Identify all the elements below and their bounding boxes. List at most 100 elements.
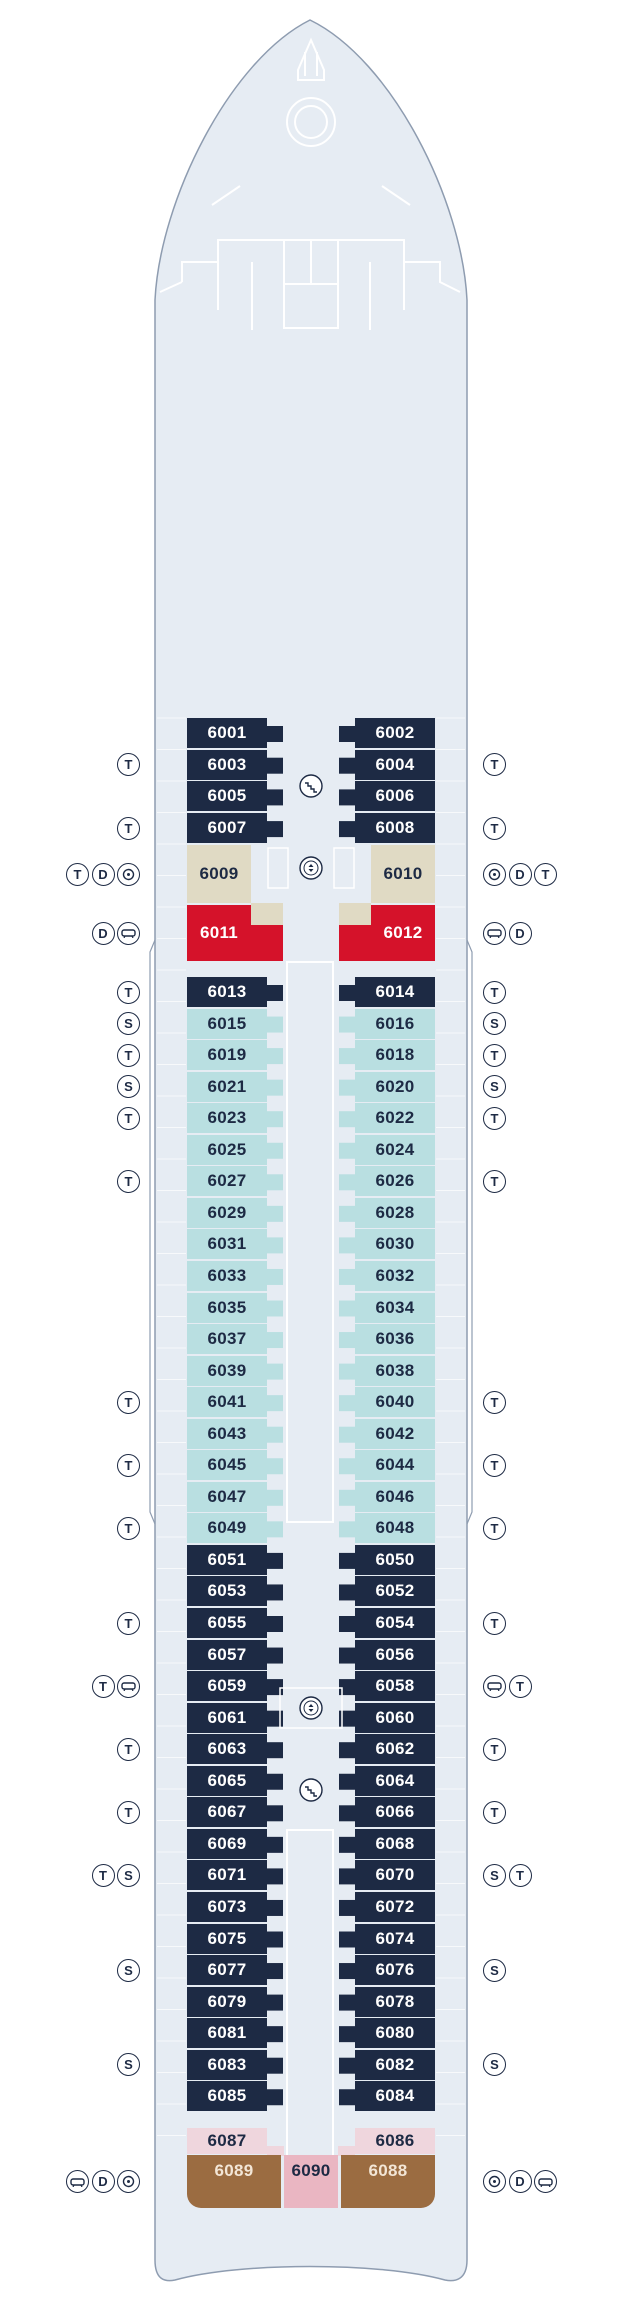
cabin-6039[interactable]: 6039: [187, 1355, 267, 1386]
cabin-6027[interactable]: 6027: [187, 1166, 267, 1197]
cabin-6026[interactable]: 6026: [355, 1166, 435, 1197]
cabin-6024[interactable]: 6024: [355, 1134, 435, 1165]
cabin-6006[interactable]: 6006: [355, 781, 435, 812]
hull-shoulder-right: [466, 939, 473, 1525]
cabin-6046[interactable]: 6046: [355, 1481, 435, 1512]
cabin-6078[interactable]: 6078: [355, 1986, 435, 2017]
cabin-6058[interactable]: 6058: [355, 1671, 435, 1702]
cabin-number: 6044: [375, 1455, 415, 1475]
cabin-6055[interactable]: 6055: [187, 1608, 267, 1638]
cabin-6008[interactable]: 6008: [355, 813, 435, 844]
cabin-6089[interactable]: 6089: [187, 2155, 281, 2208]
cabin-6090[interactable]: 6090: [284, 2155, 338, 2208]
cabin-6062[interactable]: 6062: [355, 1734, 435, 1765]
cabin-6086[interactable]: 6086: [355, 2128, 435, 2154]
symbol-d: D: [508, 2170, 532, 2193]
cabin-6051[interactable]: 6051: [187, 1544, 267, 1575]
cabin-6047[interactable]: 6047: [187, 1481, 267, 1512]
cabin-6045[interactable]: 6045: [187, 1450, 267, 1481]
cabin-6019[interactable]: 6019: [187, 1040, 267, 1071]
cabin-6056[interactable]: 6056: [355, 1639, 435, 1670]
cabin-6065[interactable]: 6065: [187, 1765, 267, 1796]
cabin-6036[interactable]: 6036: [355, 1324, 435, 1355]
cabin-6022[interactable]: 6022: [355, 1103, 435, 1134]
cabin-6068[interactable]: 6068: [355, 1828, 435, 1859]
cabin-6013[interactable]: 6013: [187, 977, 267, 1007]
cabin-6040[interactable]: 6040: [355, 1387, 435, 1418]
cabin-6038[interactable]: 6038: [355, 1355, 435, 1386]
cabin-6034[interactable]: 6034: [355, 1292, 435, 1323]
cabin-entry-block: [339, 1048, 355, 1065]
cabin-6059[interactable]: 6059: [187, 1671, 267, 1702]
cabin-6049[interactable]: 6049: [187, 1513, 267, 1544]
cabin-entry-block: [267, 1458, 283, 1475]
cabin-6002[interactable]: 6002: [355, 718, 435, 748]
cabin-6073[interactable]: 6073: [187, 1891, 267, 1922]
cabin-6010[interactable]: 6010: [371, 845, 435, 903]
cabin-6043[interactable]: 6043: [187, 1418, 267, 1449]
cabin-6057[interactable]: 6057: [187, 1639, 267, 1670]
cabin-entry-block: [339, 1174, 355, 1191]
cabin-6009[interactable]: 6009: [187, 845, 251, 903]
cabin-6070[interactable]: 6070: [355, 1860, 435, 1891]
cabin-6064[interactable]: 6064: [355, 1765, 435, 1796]
cabin-6061[interactable]: 6061: [187, 1702, 267, 1733]
cabin-6079[interactable]: 6079: [187, 1986, 267, 2017]
cabin-6050[interactable]: 6050: [355, 1544, 435, 1575]
cabin-6032[interactable]: 6032: [355, 1260, 435, 1291]
cabin-6075[interactable]: 6075: [187, 1923, 267, 1954]
cabin-6087[interactable]: 6087: [187, 2128, 267, 2154]
cabin-6066[interactable]: 6066: [355, 1797, 435, 1828]
cabin-6044[interactable]: 6044: [355, 1450, 435, 1481]
cabin-6029[interactable]: 6029: [187, 1197, 267, 1228]
cabin-6072[interactable]: 6072: [355, 1891, 435, 1922]
cabin-6083[interactable]: 6083: [187, 2049, 267, 2080]
cabin-number: 6066: [375, 1802, 415, 1822]
cabin-6067[interactable]: 6067: [187, 1797, 267, 1828]
cabin-6030[interactable]: 6030: [355, 1229, 435, 1260]
cabin-6074[interactable]: 6074: [355, 1923, 435, 1954]
cabin-6021[interactable]: 6021: [187, 1071, 267, 1102]
cabin-6069[interactable]: 6069: [187, 1828, 267, 1859]
cabin-6012[interactable]: 6012: [371, 905, 435, 961]
cabin-6042[interactable]: 6042: [355, 1418, 435, 1449]
cabin-6005[interactable]: 6005: [187, 781, 267, 812]
cabin-6020[interactable]: 6020: [355, 1071, 435, 1102]
cabin-6060[interactable]: 6060: [355, 1702, 435, 1733]
symbol-t: T: [66, 862, 89, 886]
cabin-6004[interactable]: 6004: [355, 749, 435, 780]
cabin-6014[interactable]: 6014: [355, 977, 435, 1007]
cabin-6023[interactable]: 6023: [187, 1103, 267, 1134]
cabin-6054[interactable]: 6054: [355, 1608, 435, 1638]
cabin-6007[interactable]: 6007: [187, 813, 267, 844]
cabin-6081[interactable]: 6081: [187, 2018, 267, 2049]
cabin-6041[interactable]: 6041: [187, 1387, 267, 1418]
symbol-t: T: [483, 980, 506, 1004]
cabin-entry-block: [339, 1332, 355, 1349]
cabin-6001[interactable]: 6001: [187, 718, 267, 748]
cabin-6037[interactable]: 6037: [187, 1324, 267, 1355]
cabin-6003[interactable]: 6003: [187, 749, 267, 780]
cabin-6052[interactable]: 6052: [355, 1576, 435, 1607]
cabin-6048[interactable]: 6048: [355, 1513, 435, 1544]
cabin-6071[interactable]: 6071: [187, 1860, 267, 1891]
cabin-6035[interactable]: 6035: [187, 1292, 267, 1323]
cabin-6016[interactable]: 6016: [355, 1008, 435, 1039]
cabin-6031[interactable]: 6031: [187, 1229, 267, 1260]
cabin-6063[interactable]: 6063: [187, 1734, 267, 1765]
cabin-6018[interactable]: 6018: [355, 1040, 435, 1071]
cabin-6025[interactable]: 6025: [187, 1134, 267, 1165]
cabin-6028[interactable]: 6028: [355, 1197, 435, 1228]
cabin-6088[interactable]: 6088: [341, 2155, 435, 2208]
cabin-6084[interactable]: 6084: [355, 2081, 435, 2112]
cabin-6082[interactable]: 6082: [355, 2049, 435, 2080]
cabin-6011[interactable]: 6011: [187, 905, 251, 961]
cabin-6080[interactable]: 6080: [355, 2018, 435, 2049]
cabin-6015[interactable]: 6015: [187, 1008, 267, 1039]
corridor-wall: [279, 1687, 343, 1729]
cabin-6053[interactable]: 6053: [187, 1576, 267, 1607]
cabin-6085[interactable]: 6085: [187, 2081, 267, 2112]
cabin-6033[interactable]: 6033: [187, 1260, 267, 1291]
cabin-6076[interactable]: 6076: [355, 1955, 435, 1986]
cabin-6077[interactable]: 6077: [187, 1955, 267, 1986]
